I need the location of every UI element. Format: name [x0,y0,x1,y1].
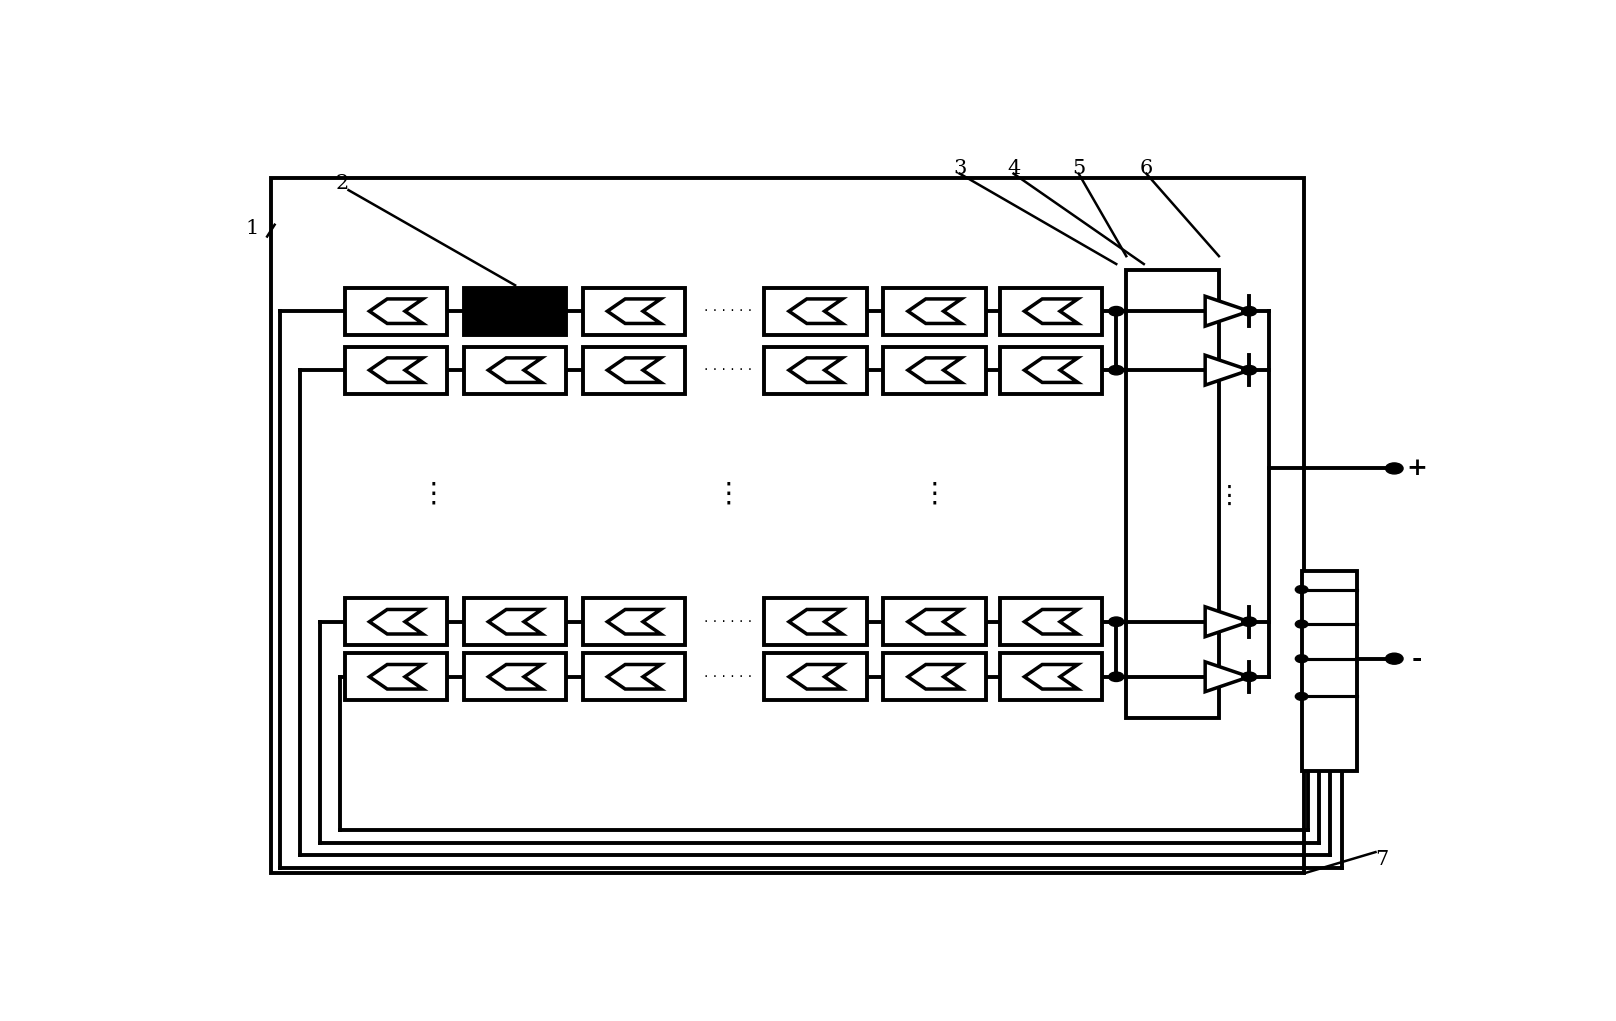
Polygon shape [608,358,661,383]
Circle shape [1109,617,1123,627]
Polygon shape [789,358,842,383]
Polygon shape [908,358,962,383]
Text: 3: 3 [953,158,966,178]
Text: ⋮: ⋮ [420,480,448,507]
Bar [583,598,685,645]
Circle shape [1296,586,1307,593]
Circle shape [1296,654,1307,663]
Circle shape [1109,306,1123,315]
Bar [583,288,685,335]
Polygon shape [1206,606,1249,637]
Text: · · · · · ·: · · · · · · [705,304,751,319]
Text: -: - [1412,646,1422,671]
Bar [344,653,448,700]
Text: · · · · · ·: · · · · · · [705,615,751,629]
Polygon shape [370,299,423,324]
Polygon shape [908,610,962,634]
Bar [1301,571,1357,771]
Polygon shape [789,299,842,324]
Bar [1126,270,1218,719]
Polygon shape [789,665,842,689]
Polygon shape [488,358,541,383]
Bar [764,288,868,335]
Polygon shape [1025,665,1078,689]
Circle shape [1241,306,1257,315]
Polygon shape [608,299,661,324]
Bar [344,346,448,394]
Bar [583,346,685,394]
Circle shape [1241,672,1257,681]
Polygon shape [1206,296,1249,326]
Text: ⋮: ⋮ [714,480,742,507]
Polygon shape [1025,358,1078,383]
Polygon shape [608,665,661,689]
Circle shape [1296,620,1307,628]
Bar [1000,288,1102,335]
Bar [271,178,1304,873]
Bar [884,653,986,700]
Text: +: + [1406,456,1427,481]
Polygon shape [908,299,962,324]
Bar [764,598,868,645]
Bar [764,653,868,700]
Circle shape [1109,366,1123,375]
Circle shape [1241,617,1257,627]
Polygon shape [1206,355,1249,385]
Bar [884,346,986,394]
Text: 5: 5 [1071,158,1086,178]
Text: · · · · · ·: · · · · · · [705,363,751,377]
Polygon shape [370,610,423,634]
Text: 4: 4 [1007,158,1020,178]
Bar [884,598,986,645]
Bar [583,653,685,700]
Polygon shape [908,665,962,689]
Bar [1000,598,1102,645]
Polygon shape [488,610,541,634]
Polygon shape [488,665,541,689]
Circle shape [1296,692,1307,700]
Text: ⋮: ⋮ [921,480,949,507]
Polygon shape [608,610,661,634]
Text: 1: 1 [246,220,259,238]
Circle shape [1109,672,1123,681]
Bar [464,346,567,394]
Bar [344,598,448,645]
Polygon shape [1025,299,1078,324]
Bar [1000,346,1102,394]
Bar [884,288,986,335]
Polygon shape [370,358,423,383]
Circle shape [1385,653,1403,665]
Bar [464,598,567,645]
Text: 2: 2 [336,175,349,193]
Text: 7: 7 [1375,850,1388,870]
Text: 6: 6 [1139,158,1152,178]
Polygon shape [1206,662,1249,691]
Bar [344,288,448,335]
Polygon shape [1025,610,1078,634]
Bar [464,288,567,335]
Polygon shape [789,610,842,634]
Text: · · · · · ·: · · · · · · [705,670,751,684]
Circle shape [1385,463,1403,474]
Bar [464,653,567,700]
Polygon shape [370,665,423,689]
Circle shape [1241,366,1257,375]
Bar [764,346,868,394]
Bar [1144,282,1204,707]
Bar [1000,653,1102,700]
Text: ⋮: ⋮ [1217,484,1241,508]
